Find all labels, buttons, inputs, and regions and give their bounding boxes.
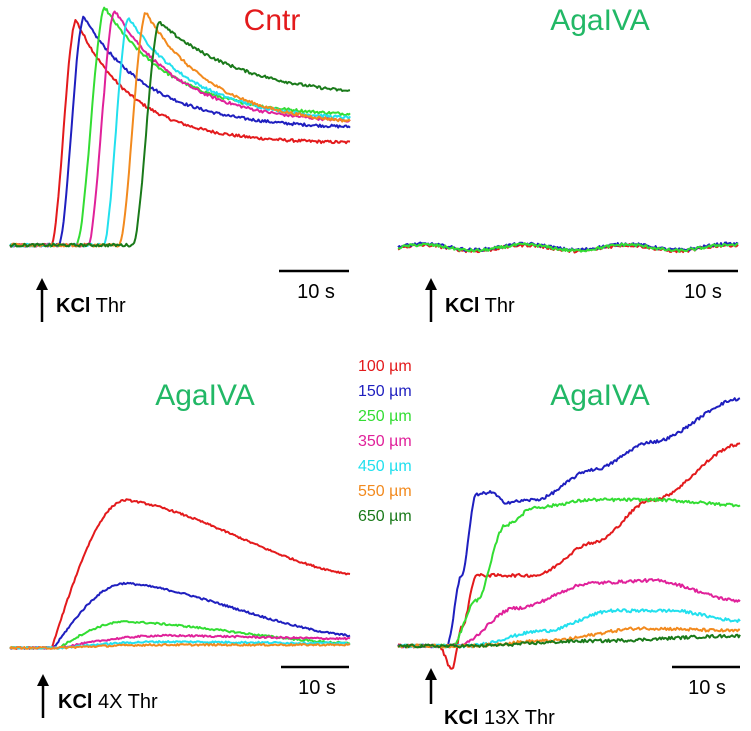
- stimulus-label-bottom-right: KCl 13X Thr: [444, 707, 555, 729]
- trace-250um: [9, 620, 351, 650]
- panel-title-cntr: Cntr: [244, 4, 301, 37]
- arrow-up-icon: [36, 278, 48, 322]
- trace-550um: [9, 642, 351, 650]
- trace-250um: [397, 242, 739, 253]
- legend-item: 100 µm: [358, 358, 412, 375]
- legend-item: 350 µm: [358, 433, 412, 450]
- legend-item: 550 µm: [358, 483, 412, 500]
- panel-title-agaiva-top-right: AgaIVA: [550, 4, 650, 37]
- panel-cntr-traces: [9, 6, 351, 248]
- panel-agaiva-13x-traces: [397, 397, 741, 670]
- trace-150um: [9, 15, 351, 248]
- legend-item: 250 µm: [358, 408, 412, 425]
- legend: 100 µm 150 µm 250 µm 350 µm 450 µm 550 µ…: [358, 358, 412, 525]
- scale-bar-label-top-right: 10 s: [684, 281, 722, 303]
- arrow-up-icon: [425, 668, 437, 704]
- arrow-up-icon: [37, 674, 49, 718]
- trace-650um: [397, 633, 741, 649]
- legend-item: 150 µm: [358, 383, 412, 400]
- trace-150um: [9, 581, 351, 650]
- trace-100um: [397, 442, 741, 670]
- stimulus-label-top-left: KCl Thr: [56, 295, 126, 317]
- panel-title-agaiva-bottom-left: AgaIVA: [155, 379, 255, 412]
- trace-550um: [9, 12, 351, 248]
- legend-item: 650 µm: [358, 508, 412, 525]
- scale-bar-label-bottom-right: 10 s: [688, 677, 726, 699]
- legend-item: 450 µm: [358, 458, 412, 475]
- panel-agaiva-top-right-traces: [397, 241, 739, 254]
- arrow-up-icon: [425, 278, 437, 322]
- scale-bar-label-bottom-left: 10 s: [298, 677, 336, 699]
- trace-350um: [10, 10, 351, 248]
- trace-150um: [397, 397, 741, 649]
- trace-250um: [9, 6, 351, 248]
- trace-100um: [9, 498, 351, 650]
- panel-agaiva-4x-traces: [9, 498, 351, 650]
- trace-450um: [9, 17, 351, 248]
- scale-bar-label-top-left: 10 s: [297, 281, 335, 303]
- trace-100um: [9, 19, 351, 248]
- panel-title-agaiva-bottom-right: AgaIVA: [550, 379, 650, 412]
- stimulus-label-top-right: KCl Thr: [445, 295, 515, 317]
- stimulus-label-bottom-left: KCl 4X Thr: [58, 691, 158, 713]
- trace-650um: [9, 21, 351, 248]
